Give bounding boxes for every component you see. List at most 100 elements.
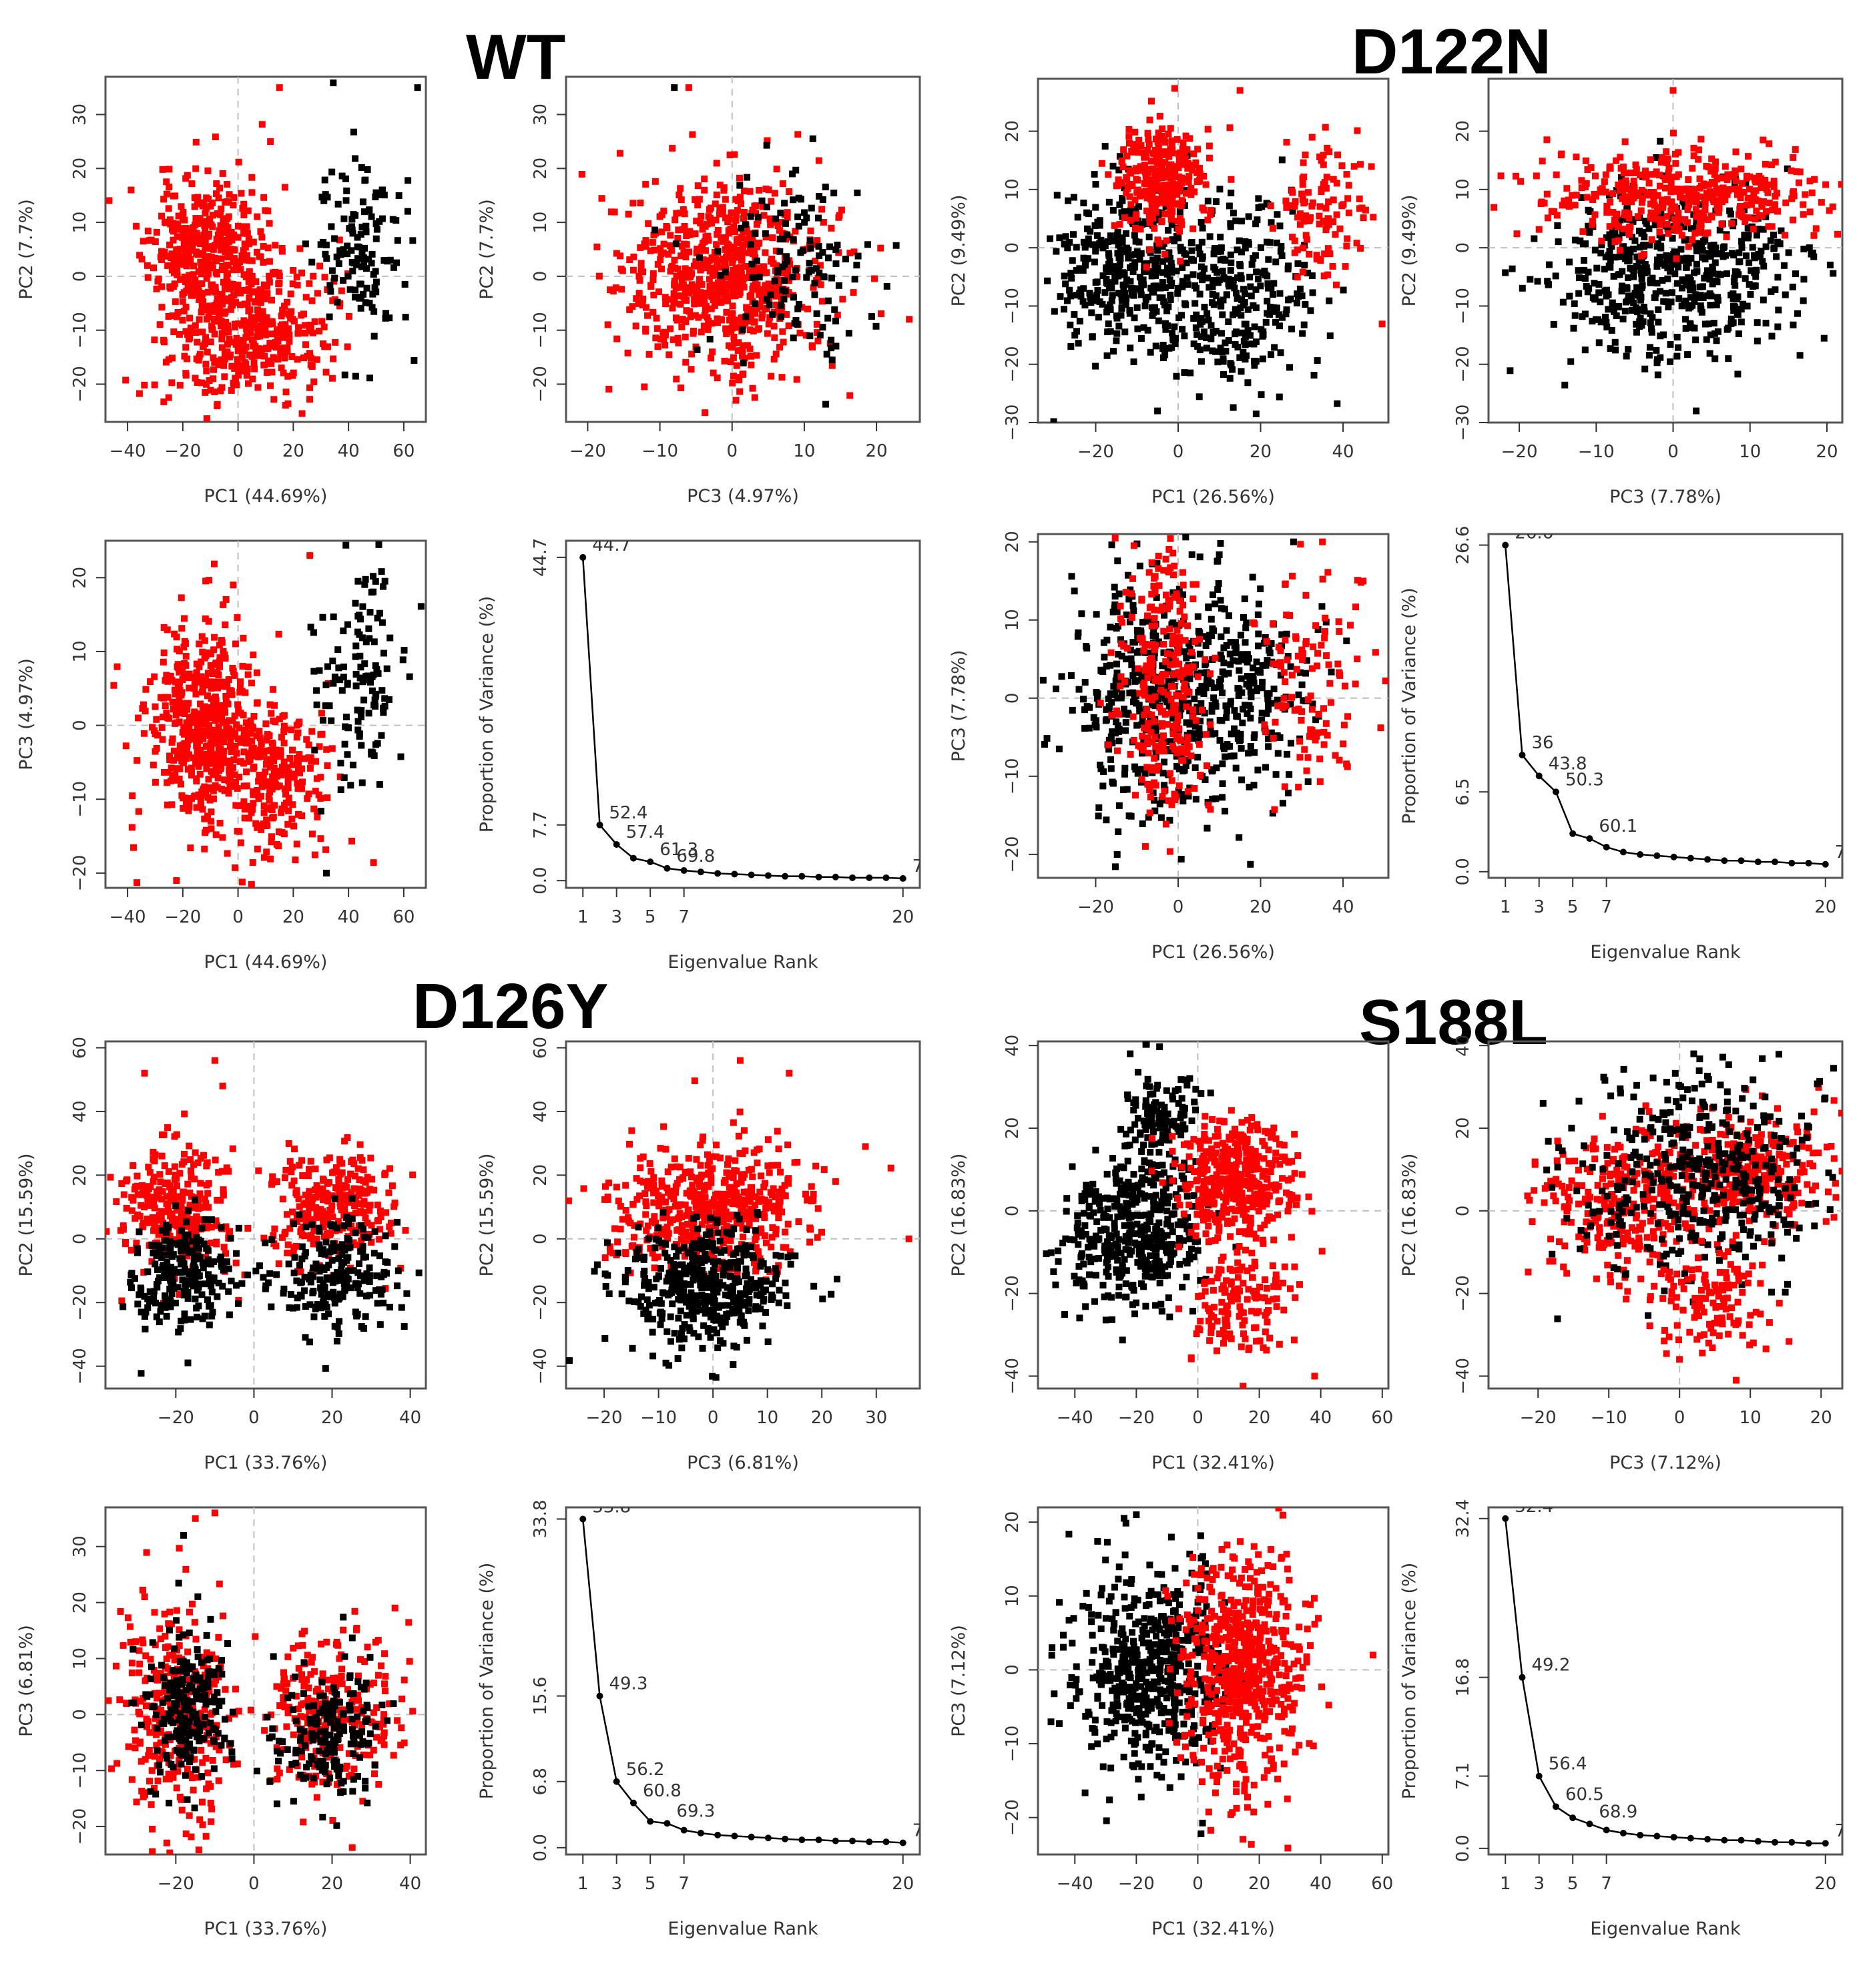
data-point xyxy=(154,278,161,284)
data-point xyxy=(1264,298,1270,304)
data-point xyxy=(262,720,269,727)
data-point xyxy=(1750,283,1756,290)
data-point xyxy=(842,256,849,262)
data-point xyxy=(1701,206,1708,213)
data-point xyxy=(811,291,818,298)
data-point xyxy=(772,278,778,284)
data-point xyxy=(1591,280,1597,286)
data-point xyxy=(1572,312,1579,319)
data-point xyxy=(204,275,210,282)
data-point xyxy=(411,357,417,364)
data-point xyxy=(714,248,721,254)
plot-area xyxy=(566,77,920,422)
data-point xyxy=(1067,322,1073,328)
data-point xyxy=(1601,178,1608,185)
y-tick-label: −10 xyxy=(1003,288,1023,324)
data-point xyxy=(1107,301,1113,308)
data-point xyxy=(294,330,301,337)
data-point xyxy=(1246,213,1252,220)
data-point xyxy=(379,619,386,626)
data-point xyxy=(1138,335,1145,342)
data-point xyxy=(819,324,826,330)
data-point xyxy=(218,247,224,254)
data-point xyxy=(1153,136,1159,142)
data-point xyxy=(310,379,317,385)
data-point xyxy=(728,210,735,216)
data-point xyxy=(1242,320,1248,327)
x-tick-label: 20 xyxy=(1250,897,1272,917)
data-point xyxy=(266,782,272,788)
data-point xyxy=(669,305,676,312)
x-tick-label: 3 xyxy=(611,907,622,927)
data-point xyxy=(1285,266,1292,272)
data-point xyxy=(135,714,142,721)
data-point xyxy=(1790,322,1796,328)
data-point xyxy=(605,386,612,393)
data-point xyxy=(1602,314,1609,320)
data-point xyxy=(1245,327,1252,334)
data-point xyxy=(261,854,268,861)
data-point xyxy=(1545,281,1552,288)
data-point xyxy=(813,265,820,272)
data-point xyxy=(318,318,325,324)
data-point xyxy=(1220,371,1227,378)
data-point xyxy=(1579,228,1586,235)
data-point xyxy=(1811,176,1818,183)
data-point xyxy=(1701,213,1707,220)
data-point xyxy=(1322,226,1329,233)
data-point xyxy=(1595,316,1601,323)
data-point xyxy=(1646,352,1653,358)
data-point xyxy=(340,277,346,284)
data-point xyxy=(1266,239,1273,246)
data-point xyxy=(1238,296,1245,303)
plot-area xyxy=(105,77,426,422)
y-tick-label: 0 xyxy=(70,720,90,731)
data-point xyxy=(1687,294,1694,300)
data-point xyxy=(182,344,189,350)
data-point xyxy=(1699,283,1706,290)
data-point xyxy=(314,356,320,363)
data-point xyxy=(212,255,218,262)
data-point xyxy=(291,774,298,780)
data-point xyxy=(331,235,338,242)
data-point xyxy=(1115,828,1121,835)
data-point xyxy=(689,132,696,138)
data-point xyxy=(240,212,247,218)
data-point xyxy=(1244,379,1251,386)
data-point xyxy=(662,294,669,300)
data-point xyxy=(1091,222,1098,229)
data-point xyxy=(701,176,708,182)
data-point xyxy=(658,228,665,235)
data-point xyxy=(184,742,190,748)
x-tick-label: −10 xyxy=(1578,442,1615,462)
data-point xyxy=(1738,212,1745,219)
data-point xyxy=(1160,354,1167,361)
data-point xyxy=(227,774,234,780)
data-point xyxy=(206,577,212,583)
data-point xyxy=(232,378,239,385)
data-point xyxy=(1276,290,1283,297)
data-point xyxy=(1346,210,1352,216)
data-point xyxy=(714,192,720,198)
data-point xyxy=(645,220,651,227)
data-point xyxy=(352,643,359,650)
data-point xyxy=(637,277,643,284)
data-point xyxy=(223,262,230,269)
data-point xyxy=(804,306,811,312)
data-point xyxy=(1775,306,1782,313)
data-point xyxy=(1067,292,1074,299)
data-point xyxy=(340,216,347,222)
data-point xyxy=(359,603,366,610)
data-point xyxy=(1230,210,1237,216)
data-point xyxy=(1109,292,1116,298)
data-point xyxy=(1132,225,1139,232)
data-point xyxy=(1196,393,1203,400)
data-point xyxy=(318,731,325,738)
data-point xyxy=(1736,250,1742,256)
data-point xyxy=(1179,326,1185,332)
data-point xyxy=(210,246,217,253)
data-point xyxy=(343,188,350,194)
data-point xyxy=(150,762,157,768)
data-point xyxy=(338,251,344,258)
data-point xyxy=(1175,314,1182,321)
